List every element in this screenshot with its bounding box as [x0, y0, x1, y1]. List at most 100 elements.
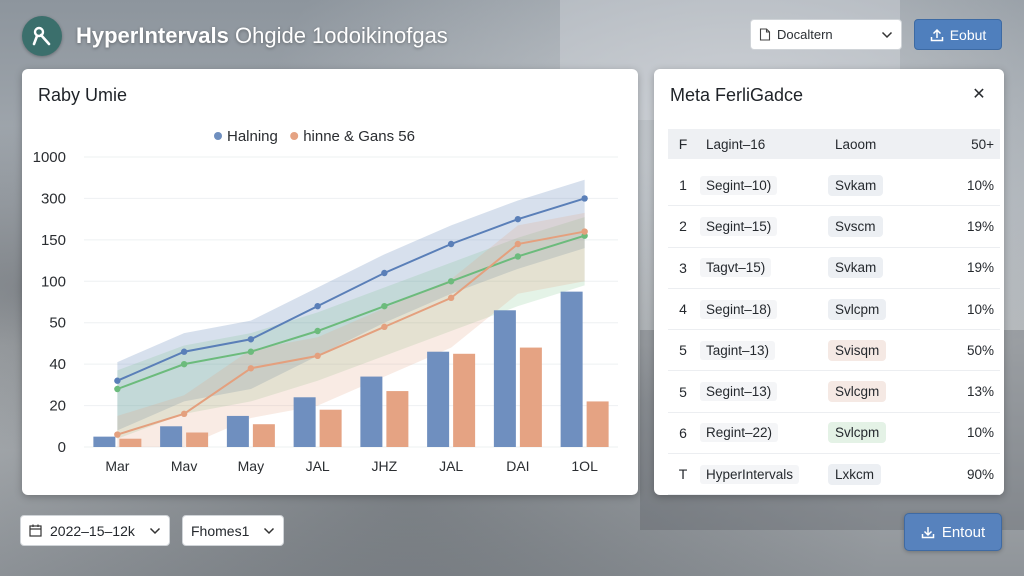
- meta-table-row[interactable]: 5 Segint–13) Svlcgm 13%: [668, 371, 1000, 413]
- x-tick-label: Mav: [171, 458, 197, 474]
- meta-row-segment: Segint–15): [698, 216, 828, 236]
- meta-row-segment-text: Segint–15): [700, 216, 778, 236]
- chart-series-line: [117, 234, 585, 390]
- meta-row-pct: 13%: [966, 384, 994, 400]
- chart-point: [114, 431, 121, 438]
- legend-label: Halning: [227, 128, 278, 145]
- meta-table-row[interactable]: 1 Segint–10) Svkam 10%: [668, 165, 1000, 207]
- x-tick-label: DAI: [506, 458, 529, 474]
- meta-table-row[interactable]: 6 Regint–22) Svlcpm 10%: [668, 413, 1000, 455]
- meta-row-system: Svlcpm: [828, 298, 934, 320]
- meta-row-segment: Segint–13): [698, 382, 828, 402]
- meta-row-idx: 6: [679, 424, 687, 441]
- chart-bar: [493, 310, 516, 447]
- meta-row-segment-text: Tagvt–15): [700, 258, 772, 278]
- chevron-down-icon: [263, 527, 275, 534]
- meta-table-row[interactable]: 2 Segint–15) Svscm 19%: [668, 206, 1000, 248]
- x-tick-label: 1OL: [571, 458, 598, 474]
- meta-row-system-badge: Svlcgm: [828, 381, 887, 403]
- chart-bar: [360, 376, 383, 447]
- meta-row-segment: Segint–18): [698, 299, 828, 319]
- meta-row-segment-text: HyperIntervals: [700, 464, 800, 484]
- meta-table: F Lagint–16 Laoom 50+ 1 Segint–10) Svkam 10…: [668, 129, 1000, 496]
- y-tick-label: 1000: [33, 149, 66, 166]
- y-tick-label: 50: [49, 315, 66, 332]
- app-subtitle: Ohgide 1odoikinofgas: [234, 23, 448, 48]
- chart-y-ticks: 0 20 40 50 100 150 300 1000: [33, 149, 66, 456]
- meta-row-segment-text: Segint–18): [700, 299, 778, 319]
- date-select[interactable]: 2022–15–12k: [20, 515, 170, 546]
- meta-table-row[interactable]: 5 Tagint–13) Svisqm 50%: [668, 330, 1000, 372]
- app-logo: [22, 16, 62, 56]
- date-select-label: 2022–15–12k: [50, 522, 135, 539]
- close-icon[interactable]: ✕: [972, 86, 986, 103]
- export-button-bottom[interactable]: Entout: [904, 513, 1002, 551]
- chart-band: [117, 217, 585, 439]
- meta-row-system: Svscm: [828, 215, 934, 237]
- meta-header-pct: 50+: [971, 136, 994, 152]
- chart-point: [447, 240, 455, 248]
- chart-legend: Halning hinne & Gans 56: [214, 128, 415, 145]
- meta-row-segment: HyperIntervals: [698, 464, 828, 484]
- chart-point: [314, 327, 321, 335]
- chart-bar: [519, 347, 542, 447]
- chevron-down-icon: [149, 527, 161, 534]
- chart-bar: [186, 432, 209, 447]
- chart-bar: [119, 438, 142, 447]
- legend-marker: [290, 132, 299, 140]
- meta-row-segment-text: Segint–13): [700, 382, 778, 402]
- chart-band: [117, 179, 585, 431]
- chart-bar: [319, 409, 342, 447]
- meta-row-segment-text: Segint–10): [700, 175, 778, 195]
- y-tick-label: 40: [49, 356, 66, 373]
- meta-row-system: Svisqm: [828, 339, 934, 361]
- chart-bands: [117, 179, 585, 447]
- meta-row-pct: 10%: [966, 177, 994, 193]
- x-tick-label: JAL: [306, 458, 330, 474]
- chart-bar: [252, 424, 275, 447]
- document-select-label: Docaltern: [777, 27, 833, 42]
- chart-bar: [386, 391, 409, 447]
- meta-row-idx: 5: [679, 383, 687, 400]
- chart-point: [514, 253, 522, 260]
- meta-row-system-badge: Svkam: [828, 257, 884, 279]
- meta-row-segment: Regint–22): [698, 423, 828, 443]
- x-tick-label: May: [238, 458, 264, 474]
- chart-title: Raby Umie: [38, 85, 128, 105]
- document-select[interactable]: Docaltern: [750, 19, 902, 50]
- meta-header-system-text: Laoom: [835, 136, 877, 152]
- meta-table-row[interactable]: 3 Tagvt–15) Svkam 19%: [668, 248, 1000, 289]
- chart-x-ticks: Mar Mav May JAL JHZ JAL DAI 1OL: [105, 458, 598, 474]
- chart-bar: [160, 426, 183, 447]
- chart-bar: [226, 415, 249, 447]
- meta-row-system-badge: Lxkcm: [828, 463, 882, 485]
- chart-bar: [560, 291, 583, 447]
- meta-row-system-badge: Svkam: [828, 174, 884, 196]
- meta-table-header: F Lagint–16 Laoom 50+: [668, 129, 1000, 159]
- chart-bar: [293, 397, 316, 447]
- chart-point: [247, 348, 255, 355]
- meta-table-row[interactable]: 4 Segint–18) Svlcpm 10%: [668, 289, 1000, 331]
- chart-point: [247, 365, 255, 372]
- meta-row-segment-text: Tagint–13): [700, 340, 776, 360]
- chart-point: [514, 240, 522, 248]
- meta-row-idx: T: [678, 466, 688, 483]
- meta-row-system: Svkam: [828, 174, 934, 196]
- chart-bar: [427, 351, 450, 447]
- y-tick-label: 300: [41, 190, 66, 207]
- upload-icon: [930, 28, 943, 41]
- export-button-top[interactable]: Eobut: [914, 19, 1002, 50]
- meta-row-system-badge: Svlcpm: [828, 298, 887, 320]
- legend-label: hinne & Gans 56: [303, 128, 415, 145]
- meta-header-segment: Lagint–16: [698, 135, 828, 154]
- meta-row-pct: 50%: [966, 342, 994, 358]
- home-select[interactable]: Fhomes1: [182, 515, 284, 546]
- chart-point: [247, 336, 255, 343]
- meta-table-row[interactable]: T HyperIntervals Lxkcm 90%: [668, 454, 1000, 496]
- chart-point: [114, 377, 121, 384]
- meta-row-segment: Tagvt–15): [698, 258, 828, 278]
- y-tick-label: 150: [41, 232, 66, 249]
- calendar-icon: [29, 524, 42, 537]
- meta-row-system-badge: Svisqm: [828, 339, 887, 361]
- meta-row-system: Svlcpm: [828, 422, 934, 444]
